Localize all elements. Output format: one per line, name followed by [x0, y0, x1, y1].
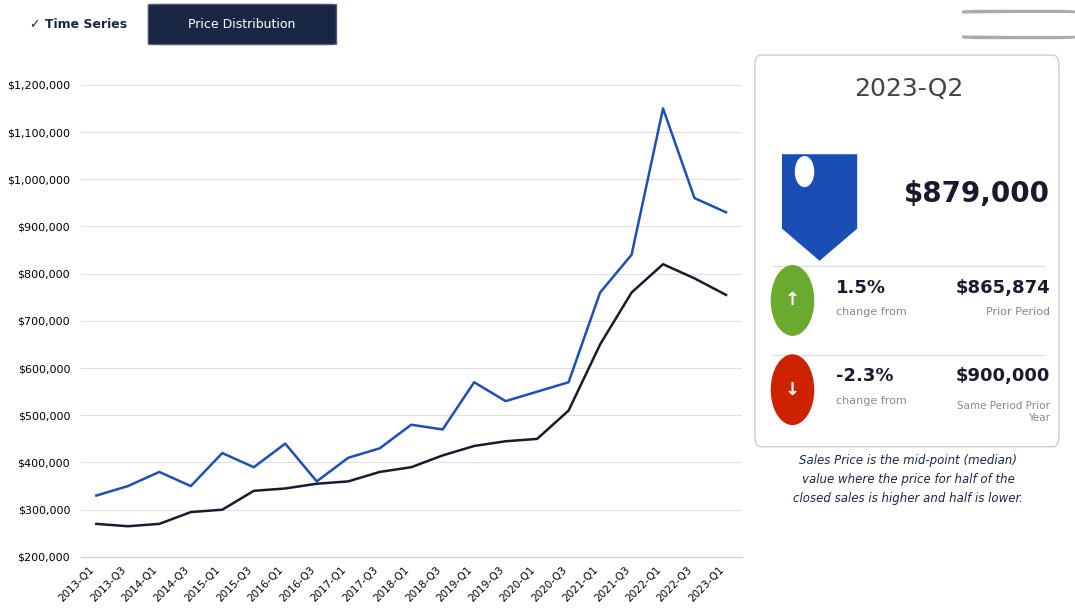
Circle shape: [796, 157, 814, 187]
Text: $900,000: $900,000: [956, 367, 1050, 386]
Text: $865,874: $865,874: [956, 279, 1050, 297]
Text: Prior Period: Prior Period: [986, 307, 1050, 317]
Text: Show Filters:: Show Filters:: [884, 18, 976, 31]
FancyBboxPatch shape: [148, 4, 336, 45]
Text: 1.5%: 1.5%: [836, 279, 886, 297]
Text: Median Sales Price: Median Sales Price: [387, 15, 624, 34]
Text: ✓ Time Series: ✓ Time Series: [30, 18, 127, 31]
Text: -2.3%: -2.3%: [836, 367, 893, 386]
Text: Same Period Prior
Year: Same Period Prior Year: [957, 401, 1050, 423]
Circle shape: [772, 355, 814, 424]
FancyBboxPatch shape: [962, 10, 1075, 39]
FancyBboxPatch shape: [0, 4, 161, 45]
Text: 2023-Q2: 2023-Q2: [854, 77, 963, 102]
Text: Price Distribution: Price Distribution: [188, 18, 296, 31]
FancyBboxPatch shape: [755, 55, 1059, 447]
Text: change from: change from: [836, 396, 907, 406]
Polygon shape: [782, 154, 857, 261]
Text: change from: change from: [836, 307, 907, 317]
Text: ↑: ↑: [785, 291, 800, 310]
Circle shape: [801, 13, 1075, 35]
Text: Sales Price is the mid-point (median)
value where the price for half of the
clos: Sales Price is the mid-point (median) va…: [793, 454, 1023, 505]
Circle shape: [772, 266, 814, 335]
Text: ▼: ▼: [731, 18, 742, 31]
Text: $879,000: $879,000: [904, 180, 1050, 208]
Text: ↓: ↓: [785, 381, 800, 398]
